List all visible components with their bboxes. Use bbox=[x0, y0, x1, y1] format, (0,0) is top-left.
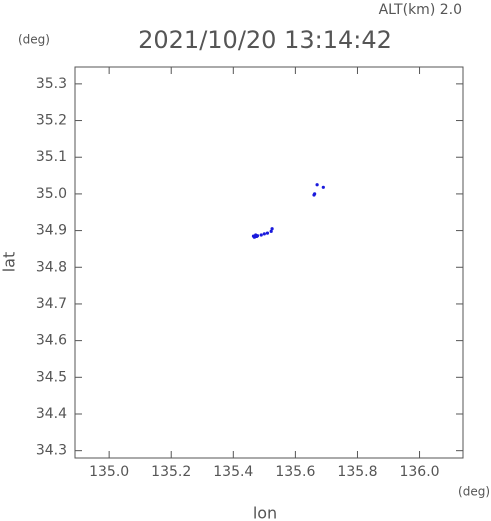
x-axis-label: lon bbox=[253, 504, 277, 521]
y-tick-label: 35.3 bbox=[36, 76, 67, 92]
point bbox=[313, 192, 317, 196]
x-tick-label: 136.0 bbox=[399, 464, 439, 480]
y-unit: (deg) bbox=[18, 33, 50, 47]
y-tick-label: 34.7 bbox=[36, 296, 67, 312]
x-tick-label: 135.4 bbox=[213, 464, 253, 480]
point bbox=[321, 185, 325, 189]
point bbox=[270, 227, 274, 231]
point bbox=[259, 233, 263, 237]
x-tick-label: 135.6 bbox=[275, 464, 315, 480]
y-tick-label: 34.6 bbox=[36, 333, 67, 349]
point bbox=[265, 231, 270, 235]
x-unit: (deg) bbox=[458, 485, 490, 499]
point bbox=[315, 183, 319, 187]
x-tick-label: 135.8 bbox=[337, 464, 377, 480]
y-tick-label: 34.3 bbox=[36, 443, 67, 459]
point bbox=[255, 234, 260, 238]
y-tick-label: 34.8 bbox=[36, 259, 67, 275]
plot-frame bbox=[74, 66, 464, 459]
y-tick-label: 34.4 bbox=[36, 406, 67, 422]
y-tick-label: 35.2 bbox=[36, 113, 67, 129]
altitude-label: ALT(km) 2.0 bbox=[379, 2, 462, 18]
x-tick-label: 135.0 bbox=[89, 464, 129, 480]
y-tick-label: 34.9 bbox=[36, 223, 67, 239]
point bbox=[262, 232, 266, 236]
x-tick-label: 135.2 bbox=[151, 464, 191, 480]
chart-title: 2021/10/20 13:14:42 bbox=[138, 26, 392, 54]
y-tick-label: 35.0 bbox=[36, 186, 67, 202]
point bbox=[269, 229, 273, 233]
y-axis-label: lat bbox=[0, 252, 19, 273]
y-tick-label: 34.5 bbox=[36, 369, 67, 385]
y-tick-label: 35.1 bbox=[36, 149, 67, 165]
